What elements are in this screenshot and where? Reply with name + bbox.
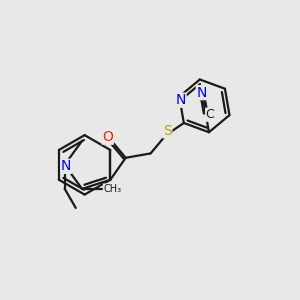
Text: N: N [176,93,186,107]
Text: O: O [102,130,113,144]
Text: C: C [206,108,214,121]
Text: CH₃: CH₃ [103,184,122,194]
Text: N: N [61,159,71,173]
Text: S: S [163,124,172,138]
Text: N: N [196,85,207,100]
